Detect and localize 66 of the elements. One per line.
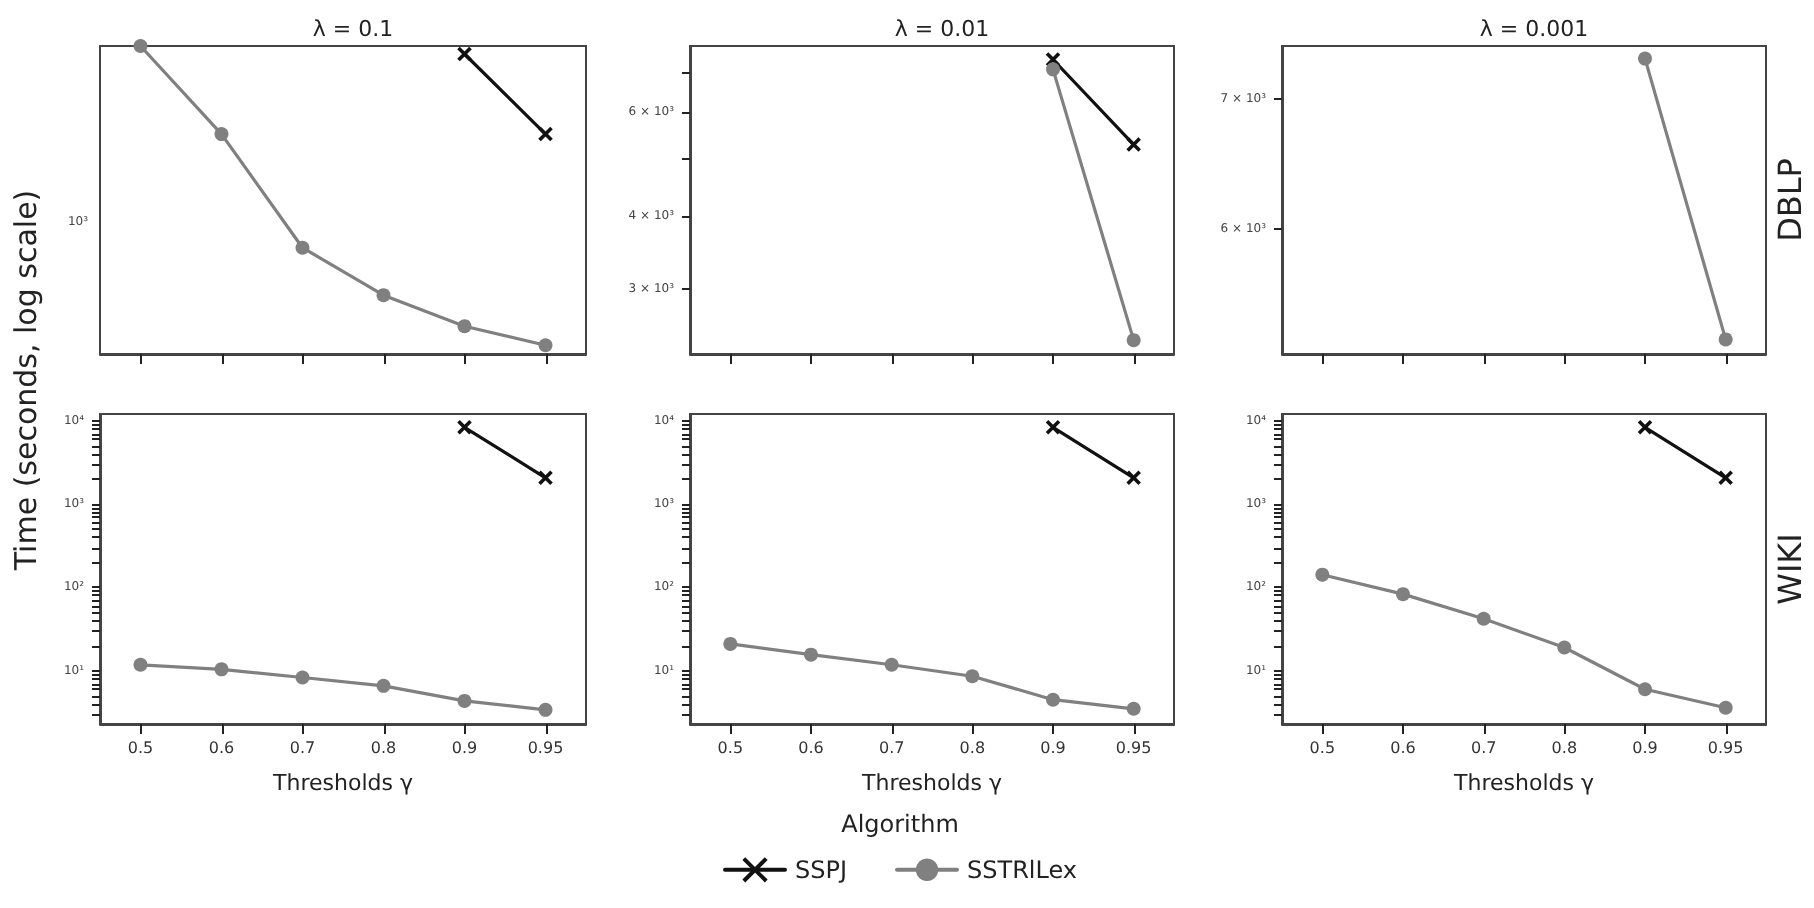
point xyxy=(1718,700,1733,715)
x-tick-label: 0.95 xyxy=(1115,739,1152,757)
point xyxy=(1315,567,1330,582)
chart-title: λ = 0.01 xyxy=(894,16,990,42)
point xyxy=(1126,333,1141,348)
point xyxy=(1046,692,1060,707)
point xyxy=(1638,682,1652,697)
point xyxy=(214,127,229,142)
point xyxy=(1126,701,1141,716)
x-tick-label: 0.8 xyxy=(1551,739,1578,757)
point xyxy=(1717,470,1734,486)
point xyxy=(804,647,818,662)
point xyxy=(1476,611,1491,626)
x-tick-label: 0.95 xyxy=(527,739,564,757)
x-tick-label: 0.6 xyxy=(798,739,824,757)
x-tick-label: 0.5 xyxy=(127,739,154,757)
x-tick-label: 0.8 xyxy=(959,739,986,757)
point xyxy=(723,636,738,651)
point xyxy=(1125,470,1142,486)
x-tick-label: 0.9 xyxy=(1040,739,1066,757)
x-axis-title: Thresholds γ xyxy=(860,770,1003,796)
point xyxy=(1637,419,1653,436)
point xyxy=(1557,640,1572,655)
x-tick-label: 0.6 xyxy=(208,739,235,757)
point xyxy=(537,470,554,486)
x-tick-label: 0.5 xyxy=(1309,739,1336,757)
chart-title: λ = 0.1 xyxy=(312,16,394,42)
text: WIKI xyxy=(1771,533,1809,605)
x-axis-title: Thresholds γ xyxy=(1452,770,1595,796)
point xyxy=(965,669,980,684)
point xyxy=(884,657,899,672)
x-tick-label: 0.9 xyxy=(1632,739,1658,757)
x-tick-label: 0.9 xyxy=(451,739,478,757)
legend-title: Algorithm xyxy=(841,810,959,838)
text: DBLP xyxy=(1771,157,1809,242)
point xyxy=(1396,587,1410,602)
chart-title: λ = 0.001 xyxy=(1479,16,1589,42)
point xyxy=(133,657,148,672)
point xyxy=(1045,419,1061,436)
point xyxy=(457,319,472,334)
point xyxy=(538,702,553,717)
point xyxy=(456,46,473,62)
point xyxy=(456,419,473,436)
point xyxy=(457,693,472,708)
x-axis-title: Thresholds γ xyxy=(271,770,414,796)
x-tick-label: 0.6 xyxy=(1390,739,1416,757)
point xyxy=(1125,136,1142,153)
point xyxy=(133,39,148,53)
point xyxy=(295,240,310,255)
point xyxy=(1046,62,1060,77)
legend-label: SSPJ xyxy=(795,855,848,884)
x-tick-label: 0.95 xyxy=(1707,739,1744,757)
y-axis-title: Time (seconds, log scale) xyxy=(8,189,44,571)
x-tick-label: 0.7 xyxy=(1470,739,1497,757)
point xyxy=(295,670,310,685)
point xyxy=(537,126,554,142)
point xyxy=(214,662,229,677)
x-tick-label: 0.8 xyxy=(370,739,397,757)
x-tick-label: 0.5 xyxy=(717,739,744,757)
point xyxy=(376,678,391,693)
x-tick-label: 0.7 xyxy=(289,739,316,757)
legend-label: SSTRlLex xyxy=(967,855,1077,884)
point xyxy=(1045,51,1061,68)
point xyxy=(376,288,391,303)
x-tick-label: 0.7 xyxy=(878,739,905,757)
point xyxy=(538,338,553,353)
